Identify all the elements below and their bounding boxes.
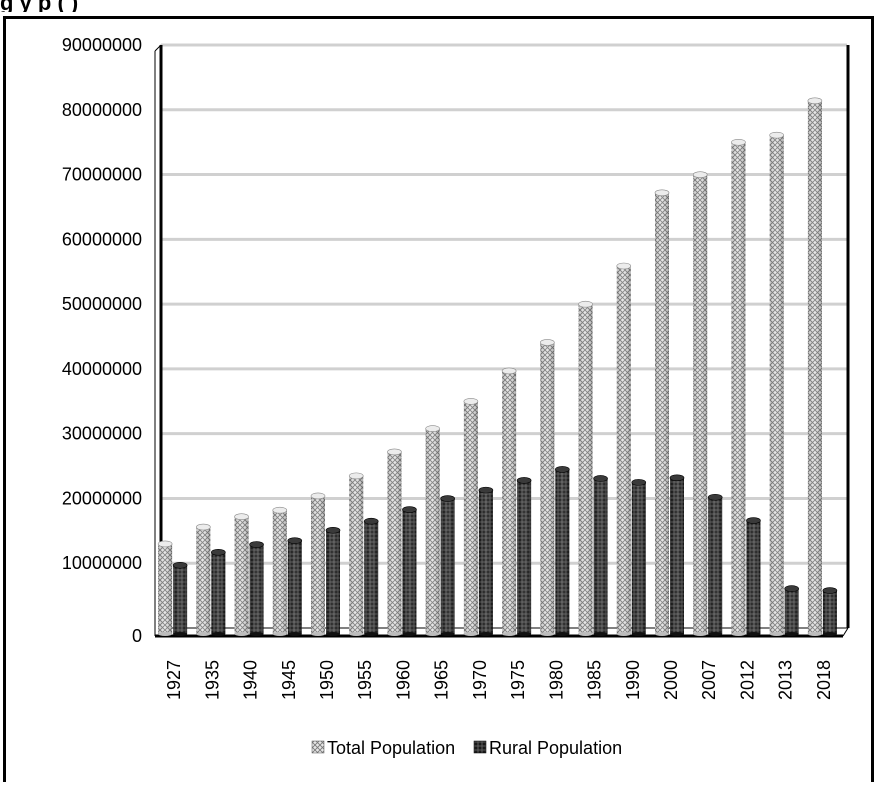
bar-rural-1975 — [516, 477, 532, 636]
bar-total-1940 — [234, 513, 249, 636]
x-tick-label: 1970 — [470, 660, 490, 700]
bar-rural-1980 — [555, 466, 570, 636]
bar-total-1960 — [387, 448, 402, 636]
bar-rural-1955 — [363, 517, 379, 636]
bar-total-1927 — [157, 540, 173, 636]
x-tick-label: 1950 — [317, 660, 337, 700]
bar-rural-2007 — [707, 493, 723, 636]
y-tick-labels: 0 10000000 20000000 30000000 40000000 5000000… — [62, 35, 142, 646]
bar-total-1965 — [425, 425, 440, 636]
x-tick-label: 1965 — [432, 660, 452, 700]
bar-total-2012 — [731, 138, 746, 636]
bar-total-1990 — [616, 262, 632, 636]
bar-total-1985 — [578, 300, 593, 636]
y-tick-label: 60000000 — [62, 229, 142, 249]
x-tick-label: 2018 — [814, 660, 834, 700]
bar-rural-1970 — [478, 486, 494, 636]
bar-rural-2000 — [669, 474, 685, 636]
legend-label-total: Total Population — [327, 738, 455, 758]
bar-total-2018 — [807, 97, 823, 636]
bar-rural-1935 — [211, 549, 226, 636]
bar-rural-1945 — [287, 537, 303, 636]
bar-rural-1965 — [440, 495, 455, 636]
bar-total-1935 — [196, 523, 211, 636]
y-tick-label: 30000000 — [62, 424, 142, 444]
bar-total-1950 — [310, 492, 326, 636]
y-tick-label: 0 — [132, 626, 142, 646]
y-tick-label: 90000000 — [62, 35, 142, 55]
bar-total-1955 — [348, 472, 364, 636]
bar-rural-1985 — [593, 475, 608, 636]
legend: Total Population Rural Population — [311, 738, 622, 758]
bar-total-1980 — [540, 339, 555, 636]
x-tick-label: 1927 — [164, 660, 184, 700]
plot-top-edge — [154, 44, 162, 52]
x-tick-label: 1960 — [393, 660, 413, 700]
legend-swatch-rural — [473, 740, 487, 754]
x-tick-labels: 1927 1935 1940 1945 1950 1955 1960 1965 1970 1975… — [164, 660, 834, 700]
y-tick-label: 80000000 — [62, 100, 142, 120]
figure-title-cropped: g y p ( ) — [0, 0, 881, 12]
bar-rural-1990 — [631, 479, 647, 636]
bar-rural-2013 — [784, 585, 799, 636]
bar-total-2013 — [769, 131, 784, 636]
x-tick-label: 2013 — [776, 660, 796, 700]
figure-frame — [3, 16, 874, 782]
bar-rural-1960 — [402, 506, 417, 636]
bar-total-1970 — [463, 398, 479, 636]
x-tick-label: 1935 — [202, 660, 222, 700]
bars — [157, 97, 838, 636]
y-tick-label: 50000000 — [62, 294, 142, 314]
y-tick-label: 70000000 — [62, 165, 142, 185]
x-tick-label: 1955 — [355, 660, 375, 700]
bar-rural-1950 — [325, 526, 341, 636]
x-tick-label: 1980 — [546, 660, 566, 700]
y-tick-label: 20000000 — [62, 488, 142, 508]
bar-total-1945 — [272, 506, 288, 636]
bar-total-2007 — [692, 171, 708, 636]
x-tick-label: 2012 — [737, 660, 757, 700]
bar-rural-1940 — [249, 541, 264, 636]
legend-label-rural: Rural Population — [489, 738, 622, 758]
bar-total-2000 — [654, 189, 670, 636]
bar-rural-2018 — [822, 587, 838, 636]
x-tick-label: 1975 — [508, 660, 528, 700]
x-tick-label: 1945 — [279, 660, 299, 700]
legend-swatch-total — [311, 740, 325, 754]
x-tick-label: 2000 — [661, 660, 681, 700]
x-tick-label: 2007 — [699, 660, 719, 700]
y-tick-label: 40000000 — [62, 359, 142, 379]
x-tick-label: 1985 — [585, 660, 605, 700]
y-tick-label: 10000000 — [62, 553, 142, 573]
x-tick-label: 1940 — [241, 660, 261, 700]
bar-rural-2012 — [746, 517, 761, 636]
bar-total-1975 — [501, 367, 517, 636]
floor-right-edge — [842, 627, 849, 637]
x-tick-label: 1990 — [623, 660, 643, 700]
bar-rural-1927 — [172, 561, 188, 636]
